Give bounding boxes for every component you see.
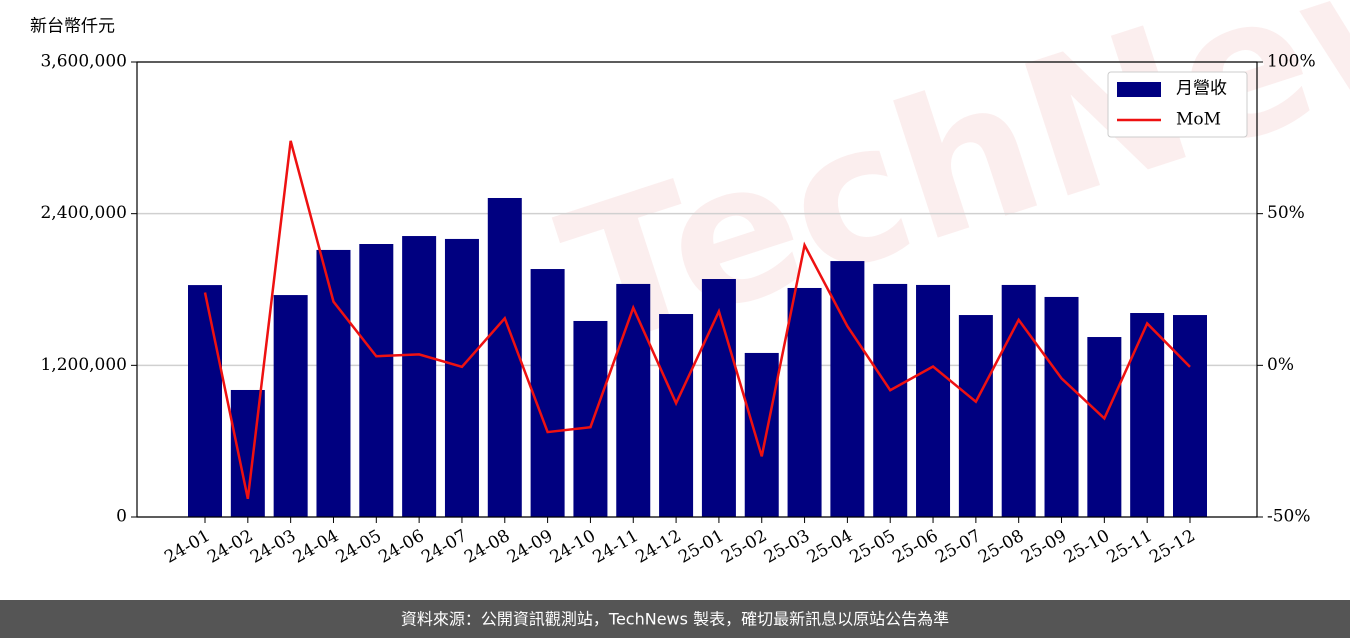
bar — [830, 261, 865, 517]
bar — [1173, 315, 1207, 517]
x-tick-label: 25-12 — [1146, 526, 1198, 568]
x-tick-label: 24-08 — [461, 526, 513, 568]
source-note: 資料來源：公開資訊觀測站，TechNews 製表，確切最新訊息以原站公告為準 — [401, 610, 949, 629]
x-tick-label: 24-04 — [290, 526, 342, 568]
y2-tick-label: 100% — [1267, 52, 1316, 72]
bar — [273, 295, 308, 517]
x-tick-label: 25-10 — [1061, 526, 1113, 568]
x-tick-label: 25-04 — [804, 526, 856, 568]
bar — [744, 352, 779, 517]
x-tick-label: 24-10 — [547, 526, 599, 568]
bar — [444, 238, 479, 517]
x-tick-label: 25-02 — [718, 526, 770, 568]
x-tick-label: 24-03 — [247, 526, 299, 568]
x-tick-label: 25-09 — [1018, 526, 1070, 568]
y2-tick-label: 50% — [1267, 203, 1305, 223]
y2-tick-label: -50% — [1267, 507, 1311, 527]
bar — [701, 279, 736, 517]
plot-frame — [136, 61, 1258, 518]
x-tick-label: 24-05 — [333, 526, 385, 568]
bar — [616, 283, 651, 517]
bar — [359, 244, 394, 517]
x-tick-label: 24-02 — [204, 526, 256, 568]
bar — [1001, 284, 1036, 517]
bar — [402, 236, 437, 517]
bar — [958, 315, 993, 517]
x-tick-label: 24-01 — [161, 526, 213, 568]
bar — [530, 269, 565, 517]
bar — [1087, 337, 1122, 517]
x-tick-label: 24-12 — [632, 526, 684, 568]
y-tick-label: 0 — [116, 507, 127, 527]
y2-tick-label: 0% — [1267, 355, 1294, 375]
y-tick-label: 1,200,000 — [40, 355, 127, 375]
x-tick-label: 25-06 — [889, 526, 941, 568]
legend-swatch — [1117, 82, 1161, 97]
bar — [487, 197, 522, 517]
bar — [1130, 313, 1165, 517]
x-tick-label: 25-11 — [1103, 526, 1155, 568]
x-tick-label: 24-06 — [375, 526, 427, 568]
unit-label: 新台幣仟元 — [30, 17, 115, 37]
y-tick-label: 2,400,000 — [40, 203, 127, 223]
x-tick-label: 24-09 — [504, 526, 556, 568]
bar — [188, 285, 222, 517]
bar — [659, 314, 694, 517]
legend-label: MoM — [1176, 110, 1221, 130]
x-tick-label: 25-08 — [975, 526, 1027, 568]
x-tick-label: 25-01 — [675, 526, 727, 568]
x-tick-label: 25-05 — [847, 526, 899, 568]
x-tick-label: 24-07 — [418, 526, 470, 568]
bar — [1044, 296, 1079, 517]
bar — [916, 284, 951, 517]
footer-bar — [0, 600, 1350, 638]
bar — [873, 283, 908, 517]
line — [203, 140, 1191, 500]
bar — [787, 287, 822, 517]
x-tick-label: 25-03 — [761, 526, 813, 568]
bar — [316, 249, 351, 517]
x-tick-label: 24-11 — [590, 526, 642, 568]
x-tick-label: 25-07 — [932, 526, 984, 568]
legend-label: 月營收 — [1176, 79, 1227, 99]
bar — [573, 320, 608, 517]
y-tick-label: 3,600,000 — [40, 52, 127, 72]
